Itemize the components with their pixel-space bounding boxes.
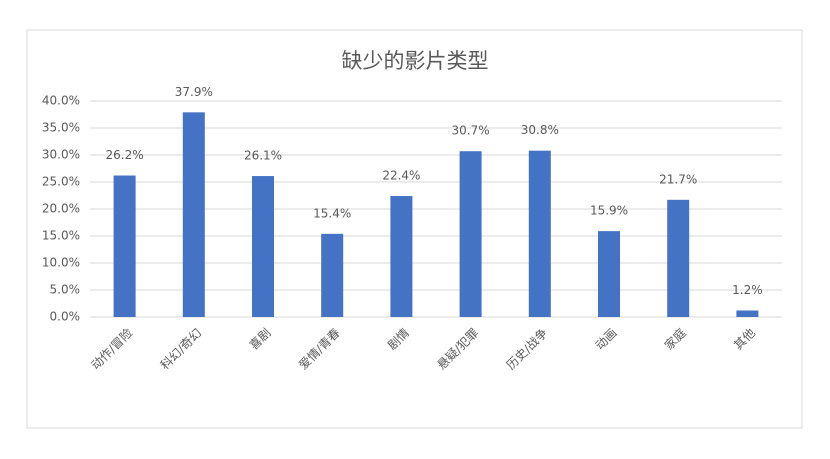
value-label: 26.1% bbox=[244, 149, 282, 163]
value-label: 26.2% bbox=[106, 148, 144, 162]
bar bbox=[182, 112, 205, 317]
y-tick-label: 40.0% bbox=[42, 94, 80, 108]
value-label: 15.9% bbox=[590, 204, 628, 218]
bar bbox=[598, 231, 620, 317]
y-tick-label: 20.0% bbox=[42, 202, 80, 216]
y-tick-label: 25.0% bbox=[42, 175, 80, 189]
bar bbox=[113, 175, 136, 317]
y-tick-label: 5.0% bbox=[50, 283, 81, 297]
value-label: 22.4% bbox=[382, 169, 420, 183]
value-label: 15.4% bbox=[313, 206, 351, 220]
y-tick-label: 10.0% bbox=[42, 256, 80, 270]
value-label: 30.7% bbox=[452, 124, 490, 138]
value-label: 37.9% bbox=[175, 85, 213, 99]
y-tick-label: 30.0% bbox=[42, 148, 80, 162]
y-tick-label: 0.0% bbox=[50, 310, 81, 324]
bar bbox=[459, 151, 482, 317]
value-label: 1.2% bbox=[732, 283, 763, 297]
bar bbox=[528, 150, 551, 317]
bar bbox=[667, 199, 690, 317]
bar bbox=[321, 233, 344, 317]
chart-title: 缺少的影片类型 bbox=[342, 49, 489, 73]
y-tick-label: 35.0% bbox=[42, 121, 80, 135]
bar bbox=[390, 196, 413, 317]
bar bbox=[736, 310, 759, 317]
bar bbox=[252, 176, 274, 317]
value-label: 30.8% bbox=[521, 123, 559, 137]
y-tick-label: 15.0% bbox=[42, 229, 80, 243]
value-label: 21.7% bbox=[659, 172, 697, 186]
